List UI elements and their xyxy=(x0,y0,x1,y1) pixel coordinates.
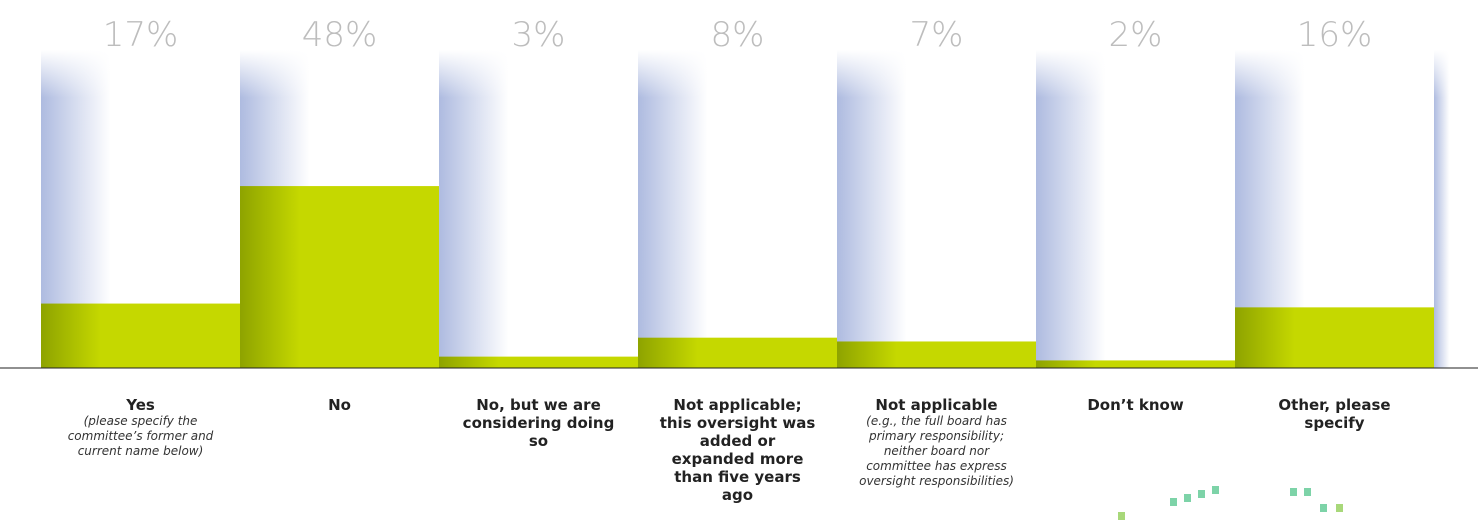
bar xyxy=(1235,307,1434,368)
value-label: 7% xyxy=(910,15,964,55)
bar xyxy=(240,186,439,368)
category-name: Not applicable; this oversight was added… xyxy=(659,396,816,504)
column-fade xyxy=(638,50,837,368)
category-note: (please specify the committee’s former a… xyxy=(67,414,214,458)
category-label: No, but we are considering doing so xyxy=(459,396,619,450)
category-name: Not applicable xyxy=(875,396,998,414)
category-name: Yes xyxy=(126,396,155,414)
value-label: 17% xyxy=(103,15,179,55)
category-label: Don’t know xyxy=(1056,396,1216,414)
bar xyxy=(439,356,638,368)
category-name: No, but we are considering doing so xyxy=(462,396,615,450)
value-label: 48% xyxy=(302,15,378,55)
column-fade xyxy=(1036,50,1235,368)
category-label: Other, please specify xyxy=(1255,396,1415,432)
bar xyxy=(1036,360,1235,368)
bar xyxy=(837,341,1036,368)
column-fade xyxy=(439,50,638,368)
category-name: Other, please specify xyxy=(1278,396,1391,432)
value-label: 16% xyxy=(1297,15,1373,55)
column-fade xyxy=(837,50,1036,368)
value-label: 3% xyxy=(512,15,566,55)
column-fade xyxy=(1434,50,1478,368)
bar xyxy=(41,303,240,368)
category-label: Not applicable; this oversight was added… xyxy=(658,396,818,504)
category-label: Not applicable (e.g., the full board has … xyxy=(857,396,1017,489)
category-name: No xyxy=(328,396,351,414)
value-label: 8% xyxy=(711,15,765,55)
category-label: Yes (please specify the committee’s forme… xyxy=(61,396,221,459)
category-name: Don’t know xyxy=(1087,396,1184,414)
bar xyxy=(638,337,837,368)
value-label: 2% xyxy=(1109,15,1163,55)
category-label: No xyxy=(260,396,420,414)
category-note: (e.g., the full board has primary respon… xyxy=(859,414,1014,488)
